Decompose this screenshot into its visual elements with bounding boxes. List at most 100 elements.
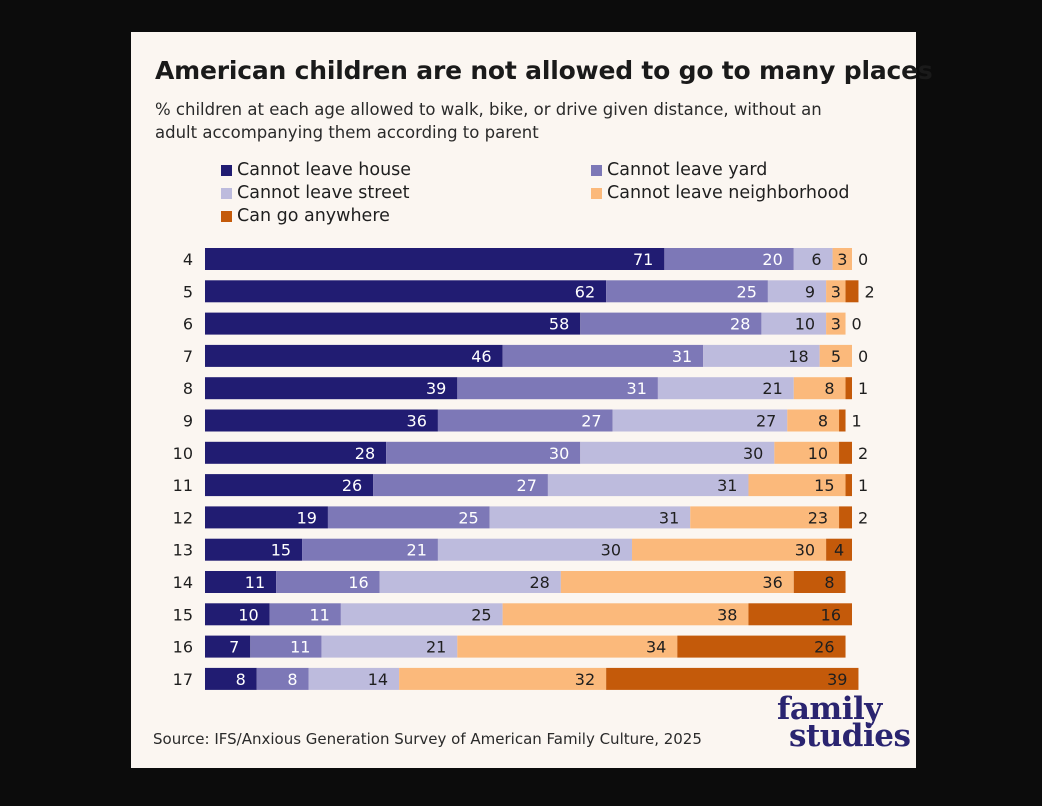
category-label-age-9: 9	[183, 412, 193, 431]
bar-segment-age-14-series-1	[276, 571, 380, 593]
category-label-age-4: 4	[183, 250, 193, 269]
bar-segment-age-17-series-4	[606, 667, 859, 690]
data-label-age-8-series-3: 8	[824, 379, 834, 398]
bar-segment-age-13-series-2	[437, 538, 633, 561]
bar-segment-age-13-series-3	[632, 538, 827, 561]
bar-segment-age-14-series-0	[205, 571, 277, 593]
logo-line-2: studies	[789, 718, 911, 754]
data-label-age-6-series-4: 0	[852, 315, 862, 334]
data-label-age-12-series-3: 23	[808, 508, 828, 527]
bar-segment-age-17-series-2	[308, 667, 400, 690]
data-label-age-10-series-2: 30	[743, 444, 763, 463]
data-label-age-12-series-4: 2	[858, 508, 868, 527]
legend-item-cannot-leave-house: Cannot leave house	[221, 160, 411, 180]
bar-segment-age-16-series-1	[250, 635, 322, 658]
data-label-age-17-series-3: 32	[575, 670, 595, 689]
bar-segment-age-7-series-3	[819, 344, 852, 367]
data-label-age-8-series-4: 1	[858, 379, 868, 398]
data-label-age-12-series-2: 31	[659, 508, 679, 527]
data-label-age-11-series-4: 1	[858, 476, 868, 495]
category-label-age-10: 10	[173, 444, 193, 463]
category-label-age-16: 16	[173, 638, 193, 657]
chart-title: American children are not allowed to go …	[155, 56, 933, 85]
legend-item-can-go-anywhere: Can go anywhere	[221, 206, 390, 226]
chart-card: American children are not allowed to go …	[131, 32, 933, 768]
data-label-age-10-series-0: 28	[355, 444, 375, 463]
legend-item-cannot-leave-yard: Cannot leave yard	[591, 160, 767, 180]
data-label-age-14-series-0: 11	[245, 573, 265, 592]
bar-segment-age-5-series-3	[826, 280, 846, 303]
data-label-age-13-series-1: 21	[407, 541, 427, 560]
data-label-age-4-series-4: 0	[858, 250, 868, 269]
bar-segment-age-16-series-3	[457, 635, 678, 658]
category-label-age-6: 6	[183, 315, 193, 334]
data-label-age-10-series-4: 2	[858, 444, 868, 463]
chart-subtitle: % children at each age allowed to walk, …	[155, 100, 822, 142]
bar-segment-age-8-series-0	[205, 377, 458, 400]
data-label-age-6-series-2: 10	[795, 315, 815, 334]
data-label-age-4-series-3: 3	[837, 250, 847, 269]
bar-segment-age-6-series-3	[826, 312, 846, 335]
bar-segment-age-7-series-2	[703, 344, 820, 367]
legend-swatch	[591, 187, 602, 199]
data-label-age-16-series-2: 21	[426, 638, 446, 657]
category-label-age-15: 15	[173, 605, 193, 624]
data-label-age-9-series-4: 1	[852, 412, 862, 431]
bar-segment-age-6-series-2	[761, 312, 827, 335]
category-label-age-11: 11	[173, 476, 193, 495]
bar-segment-age-12-series-0	[205, 506, 328, 529]
data-label-age-6-series-0: 58	[549, 315, 569, 334]
logo-line-1: family	[777, 691, 882, 727]
data-label-age-5-series-2: 9	[805, 282, 815, 301]
bar-segment-age-11-series-2	[547, 474, 749, 497]
bar-segment-age-10-series-0	[205, 441, 387, 464]
data-label-age-4-series-1: 20	[762, 250, 782, 269]
bar-segment-age-15-series-4	[748, 603, 852, 626]
data-label-age-13-series-2: 30	[601, 541, 621, 560]
data-label-age-15-series-0: 10	[238, 605, 258, 624]
legend-swatch	[221, 210, 232, 222]
data-label-age-16-series-3: 34	[646, 638, 666, 657]
bar-segment-age-13-series-1	[302, 538, 438, 561]
bar-segment-age-16-series-0	[205, 635, 251, 658]
data-label-age-12-series-0: 19	[297, 508, 317, 527]
data-label-age-15-series-3: 38	[717, 605, 737, 624]
bar-segment-age-4-series-1	[664, 248, 794, 270]
bar-segment-age-8-series-4	[845, 377, 852, 400]
bar-segment-age-5-series-2	[767, 280, 827, 303]
bar-segment-age-12-series-2	[489, 506, 691, 529]
bar-segment-age-4-series-2	[793, 248, 833, 270]
data-label-age-14-series-1: 16	[348, 573, 368, 592]
bar-segment-age-9-series-0	[205, 409, 438, 432]
legend-swatch	[591, 164, 602, 176]
bar-segment-age-17-series-1	[256, 667, 309, 690]
bar-segment-age-14-series-4	[793, 571, 846, 593]
data-label-age-9-series-3: 8	[818, 412, 828, 431]
bar-segment-age-10-series-2	[580, 441, 775, 464]
bar-segment-age-15-series-3	[502, 603, 749, 626]
legend-label: Cannot leave neighborhood	[607, 183, 850, 203]
data-label-age-4-series-2: 6	[811, 250, 821, 269]
category-label-age-12: 12	[173, 508, 193, 527]
data-label-age-7-series-1: 31	[672, 347, 692, 366]
bar-segment-age-5-series-0	[205, 280, 607, 303]
data-label-age-4-series-0: 71	[633, 250, 653, 269]
category-label-age-5: 5	[183, 282, 193, 301]
bar-segment-age-11-series-3	[748, 474, 846, 497]
bar-segment-age-10-series-1	[386, 441, 581, 464]
bar-segment-age-15-series-2	[340, 603, 503, 626]
bar-segment-age-5-series-4	[845, 280, 859, 303]
data-label-age-6-series-3: 3	[831, 315, 841, 334]
data-label-age-13-series-0: 15	[271, 541, 291, 560]
bar-segment-age-11-series-4	[845, 474, 852, 497]
data-label-age-9-series-1: 27	[581, 412, 601, 431]
data-label-age-7-series-4: 0	[858, 347, 868, 366]
bar-segment-age-14-series-2	[379, 571, 561, 593]
data-label-age-6-series-1: 28	[730, 315, 750, 334]
bar-segment-age-9-series-2	[612, 409, 788, 432]
bar-segment-age-12-series-3	[690, 506, 840, 529]
data-label-age-14-series-2: 28	[529, 573, 549, 592]
bar-segment-age-14-series-3	[560, 571, 794, 593]
data-label-age-8-series-0: 39	[426, 379, 446, 398]
data-label-age-8-series-1: 31	[627, 379, 647, 398]
